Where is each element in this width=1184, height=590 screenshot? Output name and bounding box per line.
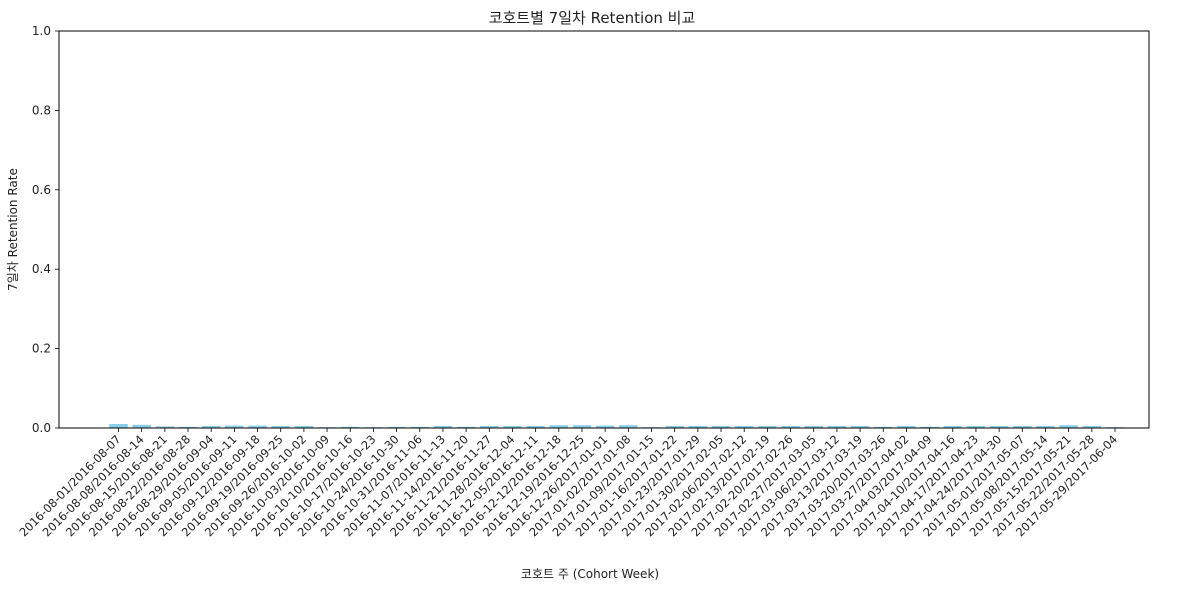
bar — [456, 426, 476, 428]
bar — [248, 425, 267, 428]
bar — [781, 426, 800, 428]
bar — [734, 426, 754, 428]
bar — [225, 425, 244, 428]
bar — [201, 426, 221, 428]
bar — [294, 426, 314, 428]
bar — [920, 426, 939, 428]
bar — [711, 426, 731, 428]
bar — [433, 426, 453, 428]
bar — [387, 426, 406, 428]
bar — [595, 425, 615, 428]
bar — [873, 426, 893, 428]
bar — [827, 426, 847, 428]
bars-group — [109, 424, 1125, 428]
bar — [665, 426, 684, 428]
bar — [549, 425, 569, 428]
bar — [271, 426, 290, 428]
bar — [526, 426, 545, 428]
y-tick-label: 0.2 — [32, 342, 51, 356]
y-tick-label: 0.0 — [32, 421, 51, 435]
bar — [989, 426, 1009, 428]
y-axis-label: 7일차 Retention Rate — [6, 168, 20, 291]
bar — [758, 426, 777, 428]
bar — [850, 426, 870, 428]
bar — [1059, 425, 1078, 428]
bar — [897, 426, 916, 428]
bar — [804, 426, 823, 428]
y-tick-label: 0.6 — [32, 183, 51, 197]
bar — [109, 424, 128, 428]
y-tick-label: 0.4 — [32, 262, 51, 276]
bar — [688, 426, 708, 428]
bar — [480, 426, 499, 428]
bar — [1036, 426, 1055, 428]
y-axis: 0.0 0.2 0.4 0.6 0.8 1.0 — [32, 24, 59, 435]
bar — [966, 426, 986, 428]
bar — [132, 424, 151, 428]
bar — [410, 426, 430, 428]
y-tick-label: 1.0 — [32, 24, 51, 38]
bar — [503, 426, 522, 428]
chart-title: 코호트별 7일차 Retention 비교 — [489, 9, 696, 27]
bar — [1013, 426, 1032, 428]
bar — [572, 425, 592, 428]
bar — [619, 425, 638, 428]
plot-frame — [58, 30, 1150, 429]
x-axis-label: 코호트 주 (Cohort Week) — [521, 567, 659, 581]
bar — [943, 426, 963, 428]
bar — [1082, 426, 1102, 428]
bar — [155, 426, 175, 428]
bar — [340, 426, 360, 428]
x-axis: 2016-08-01/2016-08-072016-08-08/2016-08-… — [16, 428, 1120, 539]
y-tick-label: 0.8 — [32, 103, 51, 117]
bar — [178, 426, 198, 428]
